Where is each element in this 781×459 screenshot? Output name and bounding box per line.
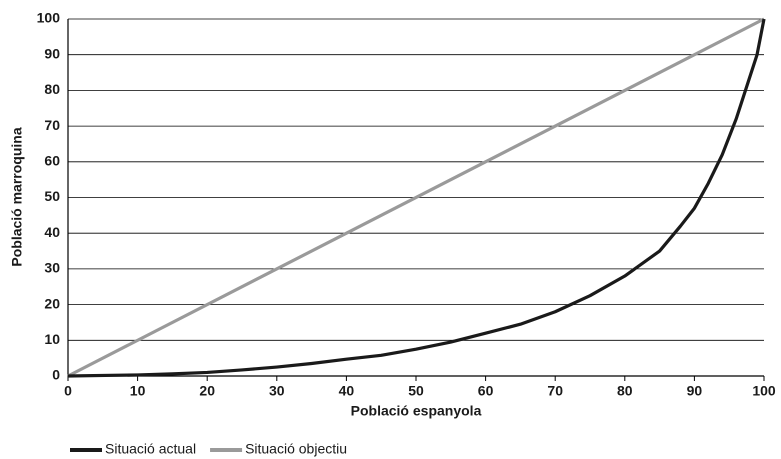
x-tick-label: 50 [408,383,424,399]
y-tick-label: 20 [44,295,60,311]
x-tick-label: 100 [752,383,776,399]
y-tick-label: 80 [44,81,60,97]
x-tick-label: 80 [617,383,633,399]
y-tick-label: 90 [44,45,60,61]
series-line [67,17,765,378]
x-tick-label: 0 [64,383,72,399]
y-tick-label: 40 [44,224,60,240]
y-tick-label: 100 [37,10,61,26]
y-tick-label: 70 [44,117,60,133]
series-line [67,18,766,378]
x-tick-label: 30 [269,383,285,399]
y-tick-label: 30 [44,260,60,276]
x-axis-label: Població espanyola [351,403,482,419]
y-tick-label: 0 [52,367,60,383]
y-axis-label: Població marroquina [9,127,25,266]
x-tick-label: 20 [199,383,215,399]
x-tick-label: 60 [478,383,494,399]
legend-label: Situació actual [105,441,196,457]
x-tick-label: 10 [130,383,146,399]
y-tick-label: 60 [44,153,60,169]
x-tick-label: 40 [339,383,355,399]
y-tick-label: 50 [44,188,60,204]
legend: Situació actual Situació objectiu [70,441,347,457]
y-tick-label: 10 [44,331,60,347]
x-tick-label: 70 [547,383,563,399]
legend-label: Situació objectiu [245,441,347,457]
x-tick-label: 90 [687,383,703,399]
